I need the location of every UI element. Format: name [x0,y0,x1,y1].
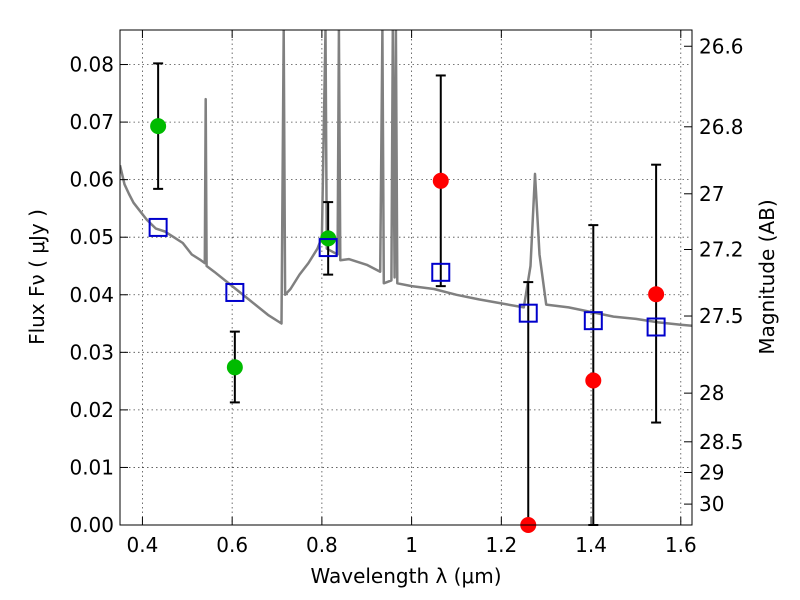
axis-ticks: 0.4 0.6 0.8 1 1.2 1.4 1.6 0.00 0.01 0.02 0.03 0.04 0… [69,30,744,557]
model-square-marker [225,282,245,302]
y-tick-label: 0.05 [69,225,114,249]
y-axis-label: Flux Fν ( μJy ) [25,209,49,345]
mag-tick-label: 26.6 [699,34,744,58]
x-tick-label: 1 [405,533,418,557]
x-tick-label: 1.6 [665,533,697,557]
y-tick-label: 0.03 [69,340,114,364]
x-tick-label: 1.2 [485,533,517,557]
y-tick-label: 0.07 [69,110,114,134]
photometry-point [432,172,449,189]
spectrum-line [120,30,692,328]
x-axis-label: Wavelength λ (μm) [310,564,501,588]
mag-tick-label: 27 [699,182,724,206]
x-tick-label: 0.4 [127,533,159,557]
mag-tick-label: 27.2 [699,238,744,262]
model-square-marker [431,262,451,282]
y-tick-label: 0.01 [69,455,114,479]
photometry-point [226,359,243,376]
x-tick-label: 0.6 [216,533,248,557]
photometry-point [150,118,167,135]
model-square-marker [646,317,666,337]
mag-tick-label: 30 [699,492,724,516]
x-tick-label: 0.8 [306,533,338,557]
model-square-marker [318,238,338,258]
y-tick-label: 0.08 [69,53,114,77]
photometry-point [648,286,665,303]
mag-tick-label: 28 [699,381,724,405]
model-square-marker [518,303,538,323]
y-tick-label: 0.06 [69,168,114,192]
plot-area [120,30,692,328]
plot-frame [119,29,693,526]
y-tick-label: 0.00 [69,513,114,537]
mag-tick-label: 27.5 [699,304,744,328]
model-square-marker [148,217,168,237]
y-tick-label: 0.04 [69,283,114,307]
mag-tick-label: 28.5 [699,430,744,454]
y-tick-label: 0.02 [69,398,114,422]
photometry-point [585,372,602,389]
data-points [148,62,666,533]
mag-tick-label: 26.8 [699,115,744,139]
grid-lines [120,30,692,526]
mag-tick-label: 29 [699,461,724,485]
model-square-marker [583,311,603,331]
x-tick-label: 1.4 [575,533,607,557]
y-axis-right-label: Magnitude (AB) [755,199,779,354]
